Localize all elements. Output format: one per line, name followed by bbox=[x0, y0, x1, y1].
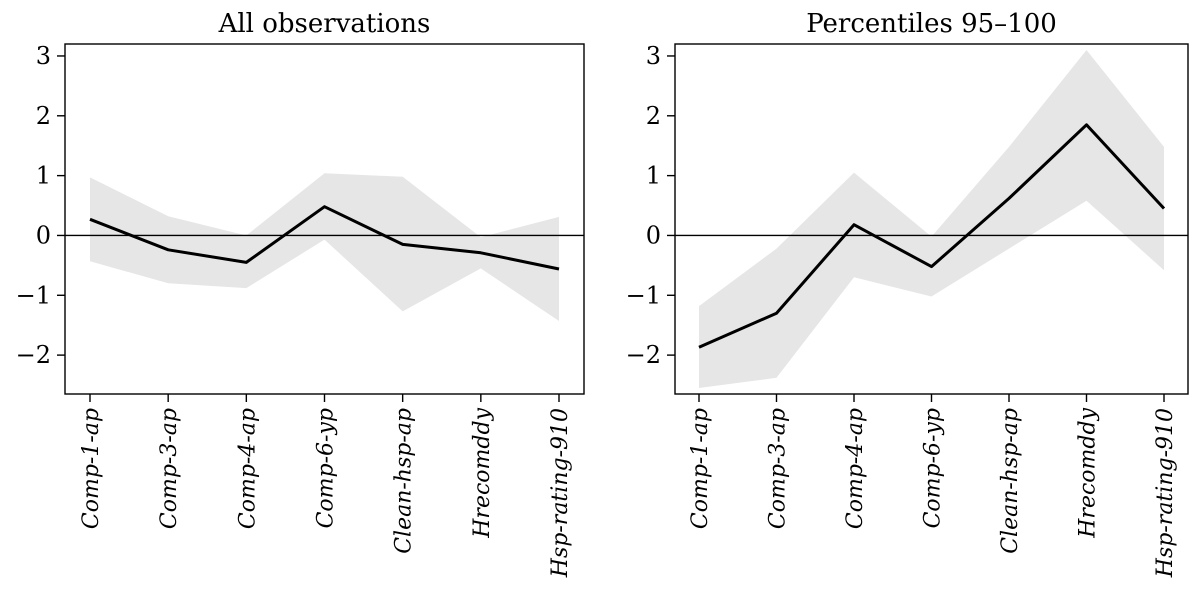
confidence-band bbox=[90, 173, 559, 321]
x-tick-label: Hsp-rating-910 bbox=[548, 408, 573, 578]
series-line bbox=[698, 123, 1166, 349]
y-tick-label: −2 bbox=[16, 341, 51, 369]
x-tick-label: Comp-4-ap bbox=[843, 408, 868, 529]
x-tick-label: Comp-1-ap bbox=[688, 408, 713, 529]
x-tick-label: Hrecomddy bbox=[470, 407, 495, 538]
x-tick-label: Hsp-rating-910 bbox=[1153, 408, 1178, 578]
series-line bbox=[89, 205, 560, 271]
panel-percentiles: −2 −1 0 1 2 3 Comp-1-ap Comp-3-ap Comp-4-ap Comp-… bbox=[626, 9, 1189, 578]
x-tick-label: Comp-1-ap bbox=[79, 408, 104, 529]
y-tick-label: 2 bbox=[646, 102, 661, 130]
y-tick-label: −1 bbox=[626, 281, 661, 309]
y-tick-label: −1 bbox=[16, 281, 51, 309]
panel-all-observations: −2 −1 0 1 2 3 Comp-1-ap Comp-3-ap Comp-4-ap Comp-… bbox=[16, 9, 585, 578]
x-tick-label: Comp-3-ap bbox=[766, 408, 791, 529]
y-tick-label: −2 bbox=[626, 341, 661, 369]
y-tick-label: 1 bbox=[36, 162, 51, 190]
y-tick-label: 1 bbox=[646, 162, 661, 190]
x-tick-label: Comp-6-yp bbox=[921, 408, 946, 528]
confidence-band bbox=[699, 50, 1164, 388]
x-tick-label: Hrecomddy bbox=[1076, 407, 1101, 538]
y-tick-label: 3 bbox=[36, 42, 51, 70]
y-tick-label: 2 bbox=[36, 102, 51, 130]
y-tick-label: 3 bbox=[646, 42, 661, 70]
chart-title: All observations bbox=[218, 9, 431, 39]
y-tick-label: 0 bbox=[646, 221, 661, 249]
x-tick-label: Clean-hsp-ap bbox=[998, 408, 1023, 554]
chart-title: Percentiles 95–100 bbox=[806, 9, 1057, 39]
x-tick-label: Comp-6-yp bbox=[314, 408, 339, 528]
x-tick-label: Comp-4-ap bbox=[235, 408, 260, 529]
y-tick-label: 0 bbox=[36, 221, 51, 249]
x-tick-label: Comp-3-ap bbox=[157, 408, 182, 529]
x-tick-label: Clean-hsp-ap bbox=[392, 408, 417, 554]
